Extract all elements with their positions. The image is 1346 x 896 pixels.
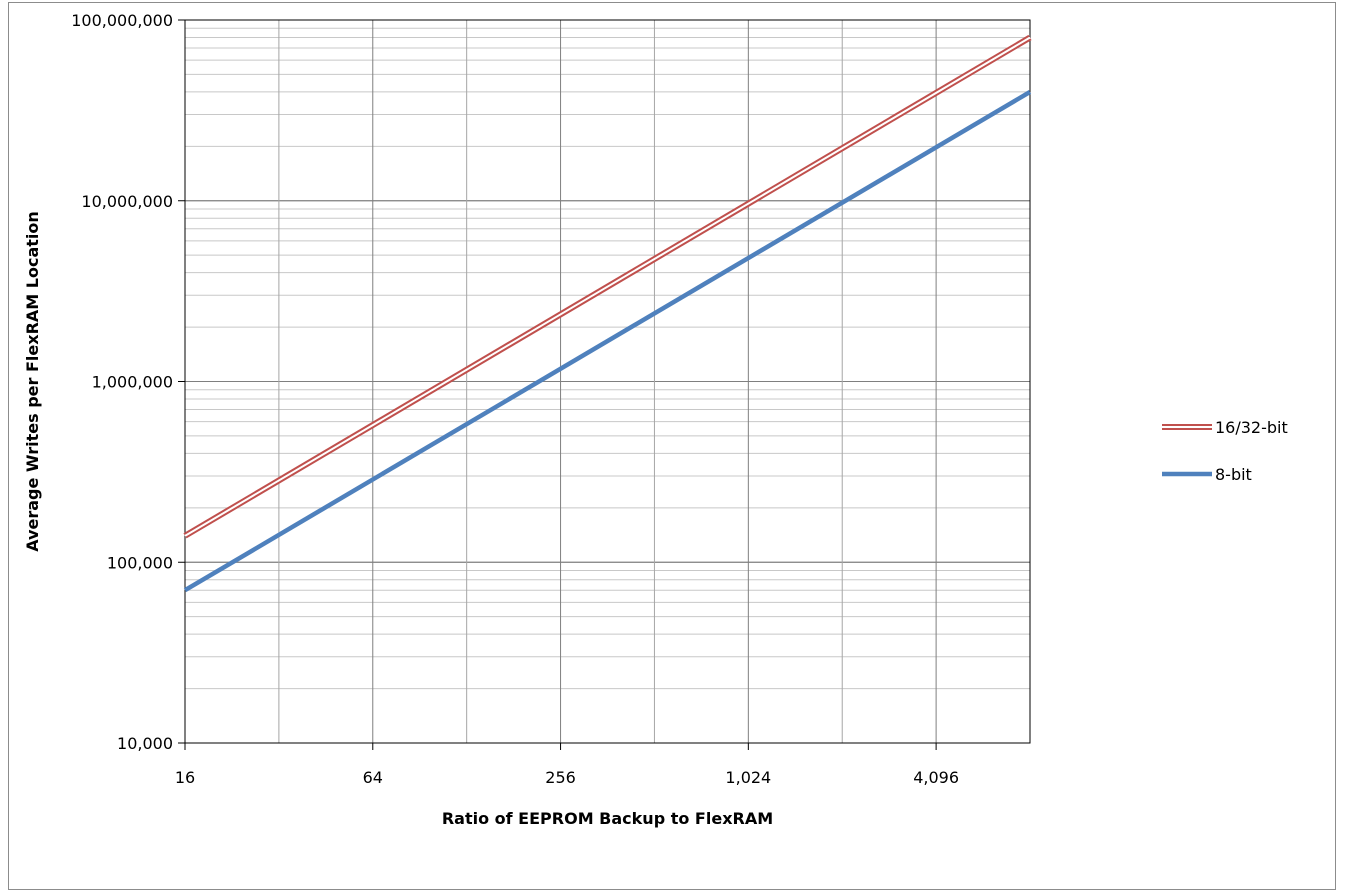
legend-item: 8-bit: [1162, 465, 1252, 484]
y-tick-label: 100,000: [107, 553, 173, 572]
legend: 16/32-bit 8-bit: [1162, 418, 1288, 484]
legend-item: 16/32-bit: [1162, 418, 1288, 437]
x-tick-label: 1,024: [725, 768, 771, 787]
y-tick-label: 1,000,000: [92, 373, 173, 392]
y-axis-title: Average Writes per FlexRAM Location: [23, 211, 42, 552]
x-tick-label: 16: [175, 768, 195, 787]
x-tick-label: 64: [363, 768, 383, 787]
x-axis-title: Ratio of EEPROM Backup to FlexRAM: [442, 809, 773, 828]
y-tick-label: 100,000,000: [71, 11, 173, 30]
series-lines: [183, 34, 1032, 593]
series-16-32-bit-line: [183, 34, 1032, 539]
gridlines: [184, 19, 1031, 744]
y-tick-label: 10,000: [117, 734, 173, 753]
x-tick-label: 256: [545, 768, 576, 787]
series-line: [183, 89, 1032, 593]
legend-label: 16/32-bit: [1215, 418, 1288, 437]
series-8-bit-line: [183, 89, 1032, 593]
series-line-inner: [184, 36, 1031, 537]
legend-label: 8-bit: [1215, 465, 1252, 484]
chart-area: [8, 2, 1336, 890]
axis-ticks: 10,000 100,000 1,000,000 10,000,000 100,000,…: [71, 11, 959, 787]
x-tick-label: 4,096: [913, 768, 959, 787]
y-tick-label: 10,000,000: [81, 192, 173, 211]
